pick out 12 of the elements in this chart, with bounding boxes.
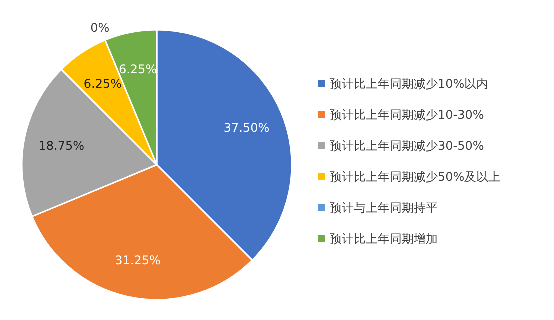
legend-label: 预计比上年同期减少10%以内 <box>330 77 489 91</box>
data-label: 18.75% <box>38 139 85 154</box>
legend-label: 预计比上年同期减少50%及以上 <box>330 170 501 184</box>
data-label: 37.50% <box>224 120 270 135</box>
data-label: 6.25% <box>84 77 122 92</box>
legend-label: 预计与上年同期持平 <box>330 201 438 215</box>
legend-label: 预计比上年同期减少10-30% <box>330 108 484 122</box>
data-label: 31.25% <box>115 253 161 268</box>
legend-label: 预计比上年同期减少30-50% <box>330 139 484 153</box>
text: 0% <box>90 20 110 35</box>
data-label: 6.25% <box>118 62 158 77</box>
legend-label: 预计比上年同期增加 <box>330 232 438 246</box>
